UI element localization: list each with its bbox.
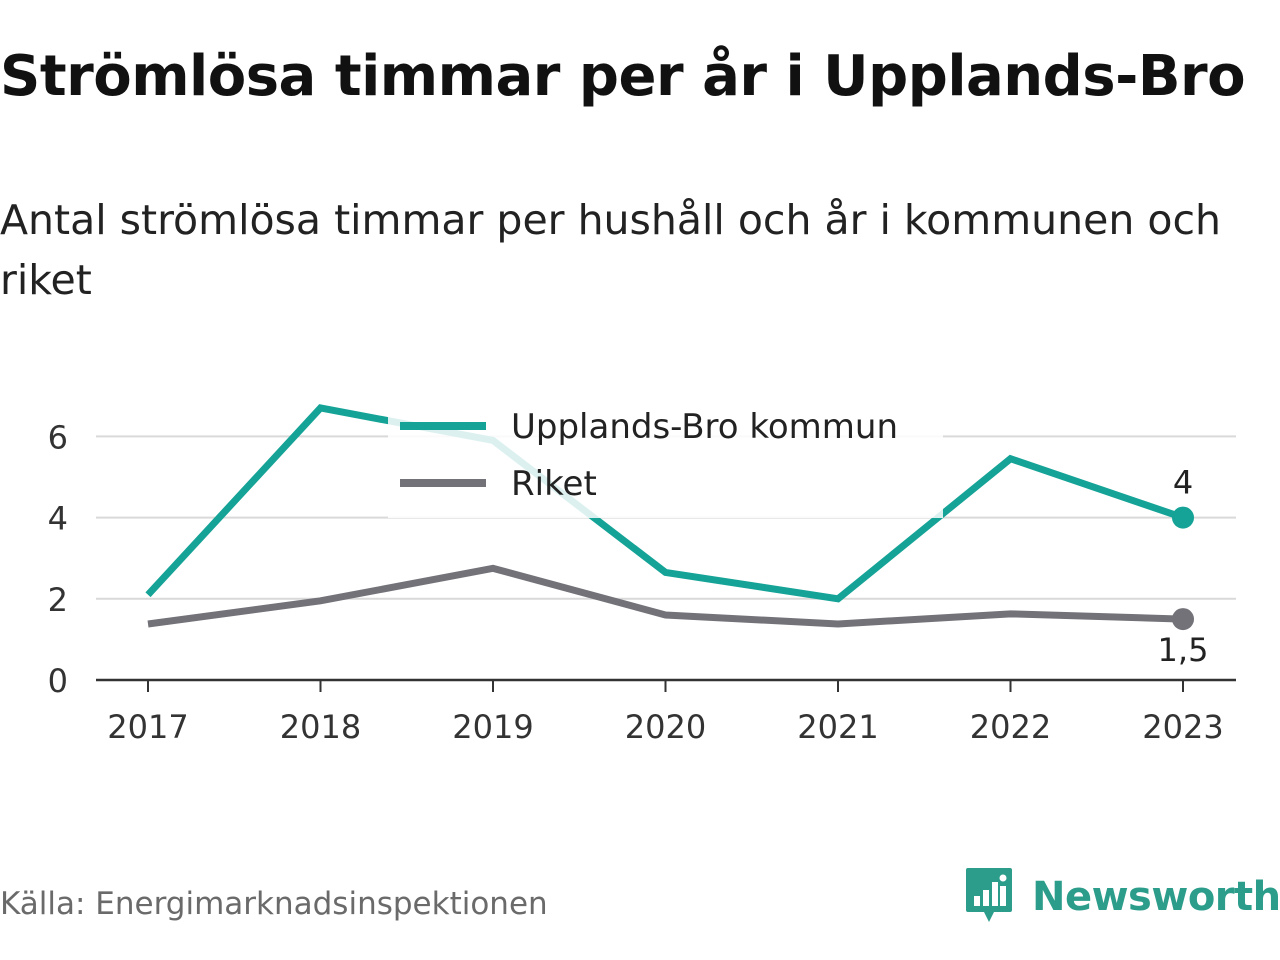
end-point-marker — [1172, 608, 1194, 631]
legend-entry: Riket — [511, 464, 597, 504]
x-tick-label: 2022 — [970, 708, 1051, 746]
x-tick-label: 2019 — [452, 708, 533, 746]
y-tick-label: 0 — [48, 662, 68, 700]
end-value-label: 1,5 — [1158, 631, 1209, 669]
end-point-marker — [1172, 506, 1194, 529]
series-line-kommun — [145, 404, 1185, 603]
newsworthy-brand: Newsworthy — [1032, 874, 1280, 920]
x-tick-label: 2023 — [1142, 708, 1223, 746]
x-tick-label: 2018 — [280, 708, 361, 746]
line-chart: 0 2 4 6 2017 2018 2019 2020 2021 2022 2023 Upplands… — [47, 400, 1236, 746]
end-value-label: 4 — [1173, 464, 1193, 502]
x-tick-label: 2020 — [625, 708, 706, 746]
y-tick-label: 4 — [48, 500, 68, 538]
newsworthy-logo: Newsworthy — [964, 866, 1280, 928]
newsworthy-logo-icon — [966, 868, 1012, 922]
legend-background — [388, 400, 943, 518]
chart-subtitle: Antal strömlösa timmar per hushåll och å… — [0, 196, 1221, 304]
series-line-riket — [147, 564, 1184, 628]
y-tick-label: 2 — [48, 581, 68, 619]
y-tick-label: 6 — [48, 418, 68, 456]
page-title: Strömlösa timmar per år i Upplands-Bro — [0, 44, 1246, 109]
x-tick-label: 2017 — [107, 708, 188, 746]
source-note: Källa: Energimarknadsinspektionen — [0, 886, 548, 922]
legend-entry: Upplands-Bro kommun — [511, 407, 898, 447]
x-tick-label: 2021 — [797, 708, 878, 746]
